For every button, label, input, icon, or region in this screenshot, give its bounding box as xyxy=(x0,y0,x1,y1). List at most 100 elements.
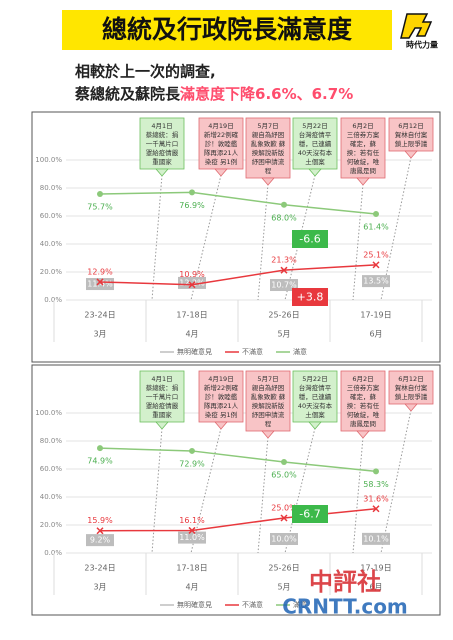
legend-label: 滿意 xyxy=(293,347,307,356)
point xyxy=(373,468,379,475)
annotation-pointer xyxy=(356,430,370,439)
annotation-text: 蔡總統：捐 xyxy=(146,130,179,139)
annotation-text: 6月12日 xyxy=(398,122,423,130)
point xyxy=(281,201,287,208)
annotation-text: 隊再添21人 xyxy=(204,401,239,410)
point xyxy=(280,266,288,274)
change-badge-text: +3.8 xyxy=(297,291,324,304)
annotation-text: 紓困申請流 xyxy=(252,410,285,419)
value-label: 61.4% xyxy=(363,223,389,232)
value-label: 76.9% xyxy=(179,201,205,210)
value-label: 15.9% xyxy=(87,516,113,525)
value-label: 11.0% xyxy=(179,533,205,542)
subtitle-line: 蔡總統及蘇院長滿意度下降6.6%、6.7% xyxy=(74,85,353,103)
x-group-label: 4月 xyxy=(185,583,198,592)
x-group-label: 5月 xyxy=(277,330,290,339)
value-label: 25.0% xyxy=(271,504,297,513)
value-label: 13.5% xyxy=(363,277,389,286)
annotation-text: 賀林自付案 xyxy=(395,130,428,139)
annotation-text: 台灣疫情平 xyxy=(299,130,332,139)
annotation-text: 一千萬片口 xyxy=(146,139,179,148)
annotation-text: 穩，已連續 xyxy=(299,392,332,401)
y-tick-label: 20.0% xyxy=(40,521,63,529)
annotation-text: 新增22例確 xyxy=(204,130,239,139)
annotation-text: 唐鳳是問 xyxy=(350,166,376,175)
annotation-text: 親自為紓困 xyxy=(252,383,285,392)
legend-label: 無明確意見 xyxy=(177,347,212,356)
series-line xyxy=(99,191,377,215)
annotation-box xyxy=(198,117,244,170)
annotation-text: 隊再添21人 xyxy=(204,148,239,157)
annotation-text: 確定，蘇 xyxy=(350,392,377,401)
series-line xyxy=(99,447,377,473)
x-tick-label: 23-24日 xyxy=(84,564,115,573)
annotation-text: 揆解說新版 xyxy=(252,401,285,410)
annotation-text: 揆：若有任 xyxy=(347,401,380,410)
annotation-pointer xyxy=(214,168,228,177)
annotation-leader xyxy=(151,427,163,554)
series-line xyxy=(99,508,377,532)
value-label: 10.0% xyxy=(271,535,297,544)
point-box xyxy=(362,275,390,288)
point xyxy=(189,189,195,196)
value-label: 10.1% xyxy=(363,534,389,543)
subtitle-highlight: 滿意度下降6.6%、6.7% xyxy=(180,85,353,103)
annotation-text: 罩給疫情嚴 xyxy=(146,148,179,157)
annotation-text: 診！敦睦艦 xyxy=(205,139,238,148)
value-label: 68.0% xyxy=(271,213,297,222)
annotation-pointer xyxy=(308,421,322,430)
page-title: 總統及行政院長滿意度 xyxy=(102,15,352,44)
annotation-box xyxy=(388,370,434,405)
change-badge xyxy=(292,230,328,248)
change-badge-text: -6.6 xyxy=(299,233,320,246)
value-label: 58.3% xyxy=(363,480,389,489)
x-group-label: 6月 xyxy=(369,583,382,592)
annotation-text: 亂象致歉 蘇 xyxy=(251,392,286,401)
logo-text: 時代力量 xyxy=(406,40,438,50)
point-box xyxy=(86,534,114,547)
series-line xyxy=(99,264,377,286)
value-label: 10.7% xyxy=(271,281,297,290)
watermark: 中評社 xyxy=(309,568,381,596)
value-label: 9.2% xyxy=(90,536,111,545)
change-badge-text: -6.7 xyxy=(299,508,320,521)
value-label: 10.9% xyxy=(179,270,205,279)
annotation-pointer xyxy=(404,403,418,412)
point xyxy=(281,459,287,465)
annotation-pointer xyxy=(261,430,275,439)
annotation-text: 4月19日 xyxy=(208,122,233,130)
value-label: 75.7% xyxy=(87,203,113,212)
annotation-text: 6月2日 xyxy=(352,122,373,130)
annotation-box xyxy=(245,117,291,179)
legend-label: 無明確意見 xyxy=(177,600,212,609)
annotation-text: 蔡總統：捐 xyxy=(146,383,179,392)
chart-frame xyxy=(31,111,441,363)
annotation-text: 穩，已連續 xyxy=(299,139,332,148)
x-tick-label: 17-19日 xyxy=(360,564,391,573)
y-tick-label: 100.0% xyxy=(35,156,62,164)
annotation-leader xyxy=(352,183,364,301)
annotation-leader xyxy=(352,436,364,554)
y-tick-label: 60.0% xyxy=(40,212,63,220)
point xyxy=(372,261,380,269)
annotation-leader xyxy=(190,427,222,554)
annotation-pointer xyxy=(404,150,418,159)
annotation-text: 4月1日 xyxy=(151,375,172,383)
point xyxy=(97,445,103,452)
annotation-box xyxy=(245,370,291,432)
annotation-text: 40天沒有本 xyxy=(298,148,333,157)
watermark: CRNTT.com xyxy=(282,595,408,619)
x-tick-label: 23-24日 xyxy=(84,311,115,320)
y-tick-label: 80.0% xyxy=(40,437,63,445)
legend-label: 不滿意 xyxy=(242,347,263,356)
change-badge xyxy=(292,288,328,306)
x-tick-label: 17-19日 xyxy=(360,311,391,320)
value-label: 21.3% xyxy=(271,256,297,265)
value-label: 65.0% xyxy=(271,471,297,480)
legend-label: 滿意 xyxy=(293,600,307,609)
annotation-pointer xyxy=(214,421,228,430)
annotation-box xyxy=(292,370,338,423)
y-tick-label: 40.0% xyxy=(40,240,63,248)
x-tick-label: 25-26日 xyxy=(268,311,299,320)
